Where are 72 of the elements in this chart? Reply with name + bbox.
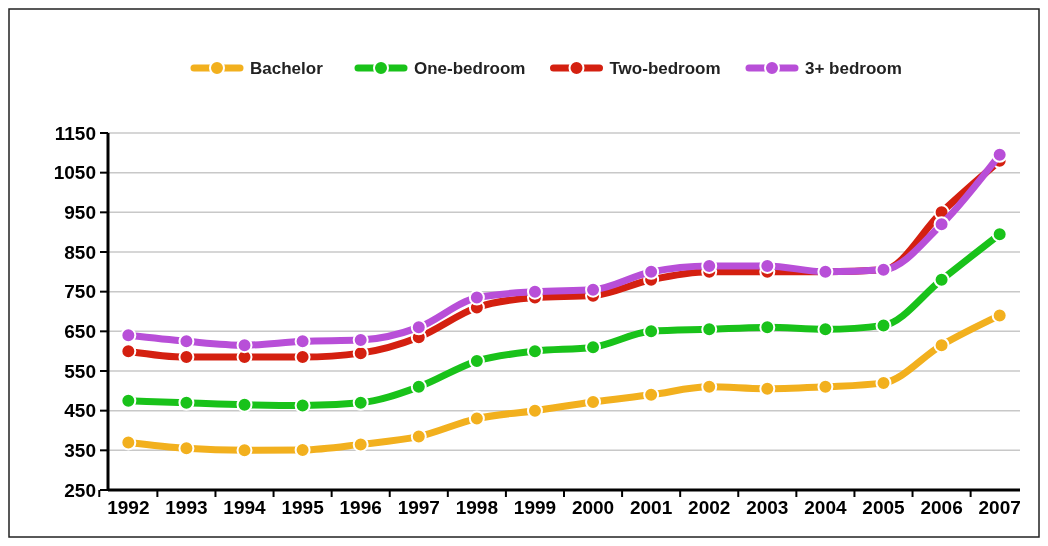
y-tick-label: 950	[64, 201, 96, 223]
legend-label: Bachelor	[250, 58, 324, 78]
legend-label: One-bedroom	[414, 58, 526, 78]
point	[178, 394, 195, 411]
point	[294, 333, 311, 350]
x-tick-label: 2003	[746, 497, 789, 518]
x-tick-label: 2006	[920, 497, 963, 518]
point	[643, 263, 660, 280]
x-tick-label: 1992	[107, 497, 150, 518]
point	[817, 378, 834, 395]
point	[991, 226, 1008, 243]
point	[294, 397, 311, 414]
point	[352, 436, 369, 453]
y-tick-label: 850	[64, 241, 96, 263]
legend-label: Two-bedroom	[609, 58, 721, 78]
x-tick-label: 1995	[281, 497, 325, 518]
point	[526, 343, 543, 360]
point	[991, 146, 1008, 163]
x-tick-label: 2001	[629, 497, 673, 518]
point	[120, 343, 137, 360]
point	[759, 380, 776, 397]
point	[585, 281, 602, 298]
point	[352, 394, 369, 411]
point	[701, 321, 718, 338]
point	[933, 216, 950, 233]
y-tick-label: 350	[64, 439, 96, 461]
x-tick-label: 2004	[804, 497, 847, 518]
y-tick-label: 450	[64, 400, 96, 422]
point	[643, 323, 660, 340]
point	[933, 271, 950, 288]
x-tick-label: 1994	[223, 497, 267, 518]
point	[991, 307, 1008, 324]
point	[643, 386, 660, 403]
x-tick-label: 2002	[688, 497, 731, 518]
point	[352, 345, 369, 362]
y-tick-label: 550	[64, 360, 96, 382]
x-tick-label: 2007	[978, 497, 1021, 518]
x-tick-label: 1997	[397, 497, 440, 518]
x-tick-label: 1999	[513, 497, 557, 518]
y-tick-label: 250	[64, 479, 96, 501]
x-tick-label: 1993	[165, 497, 208, 518]
point	[410, 378, 427, 395]
point	[468, 410, 485, 427]
point	[410, 319, 427, 336]
x-tick-label: 1996	[339, 497, 382, 518]
x-tick-label: 2000	[571, 497, 615, 518]
point	[178, 440, 195, 457]
point	[875, 317, 892, 334]
point	[352, 332, 369, 349]
point	[817, 321, 834, 338]
point	[410, 428, 427, 445]
x-tick-label: 2005	[862, 497, 906, 518]
point	[120, 392, 137, 409]
point	[526, 283, 543, 300]
point	[759, 319, 776, 336]
y-tick-label: 1150	[54, 122, 96, 144]
point	[526, 402, 543, 419]
legend-label: 3+ bedroom	[805, 58, 902, 78]
y-tick-label: 1050	[53, 162, 96, 184]
y-tick-label: 750	[64, 281, 96, 303]
point	[701, 378, 718, 395]
x-tick-label: 1998	[455, 497, 499, 518]
point	[236, 337, 253, 354]
point	[120, 434, 137, 451]
point	[236, 396, 253, 413]
point	[585, 339, 602, 356]
y-tick-label: 650	[64, 320, 96, 342]
point	[178, 333, 195, 350]
point	[120, 327, 137, 344]
point	[468, 289, 485, 306]
point	[236, 442, 253, 459]
point	[933, 337, 950, 354]
